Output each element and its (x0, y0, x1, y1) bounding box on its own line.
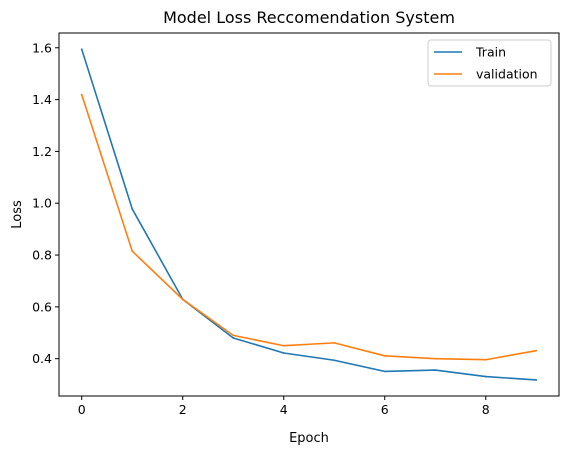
legend-label-validation: validation (476, 67, 538, 82)
data-point-validation (434, 357, 437, 360)
data-point-train (282, 352, 285, 354)
data-point-train (383, 370, 386, 373)
data-point-validation (282, 344, 285, 347)
data-point-train (131, 208, 134, 210)
data-point-train (232, 337, 235, 339)
data-point-validation (535, 349, 538, 352)
legend-label-train: Train (475, 45, 506, 60)
chart-title: Model Loss Reccomendation System (163, 8, 455, 27)
y-tick-label: 1.0 (32, 196, 52, 211)
data-point-train (80, 48, 83, 51)
data-point-train (434, 369, 437, 371)
series-line-train (80, 49, 537, 381)
data-point-train (535, 379, 538, 381)
legend: Train validation (427, 39, 552, 87)
data-point-validation (484, 358, 487, 361)
y-tick-label: 1.4 (32, 92, 52, 107)
x-axis: 0 2 4 6 8 (78, 396, 490, 417)
y-axis-label: Loss (10, 200, 25, 229)
y-tick-label: 0.6 (32, 299, 52, 314)
data-point-train (484, 375, 487, 378)
data-point-validation (131, 250, 134, 253)
data-point-validation (80, 93, 83, 96)
y-axis: 0.4 0.6 0.8 1.0 1.2 1.4 1.6 (32, 40, 59, 366)
data-point-validation (181, 298, 184, 301)
data-point-validation (333, 341, 336, 344)
x-tick-label: 6 (381, 402, 389, 417)
data-point-validation (383, 354, 386, 357)
y-tick-label: 0.4 (32, 351, 52, 366)
x-tick-label: 4 (280, 402, 288, 417)
x-tick-label: 0 (78, 402, 86, 417)
plot-area (58, 32, 560, 397)
x-tick-label: 8 (482, 402, 490, 417)
data-point-train (333, 359, 336, 362)
data-point-validation (232, 334, 235, 337)
x-axis-label: Epoch (289, 431, 329, 446)
y-tick-label: 1.6 (32, 40, 52, 55)
x-tick-label: 2 (179, 402, 187, 417)
y-tick-label: 1.2 (32, 144, 52, 159)
y-tick-label: 0.8 (32, 248, 52, 263)
series-lines (80, 48, 538, 381)
series-line-validation (80, 94, 537, 361)
